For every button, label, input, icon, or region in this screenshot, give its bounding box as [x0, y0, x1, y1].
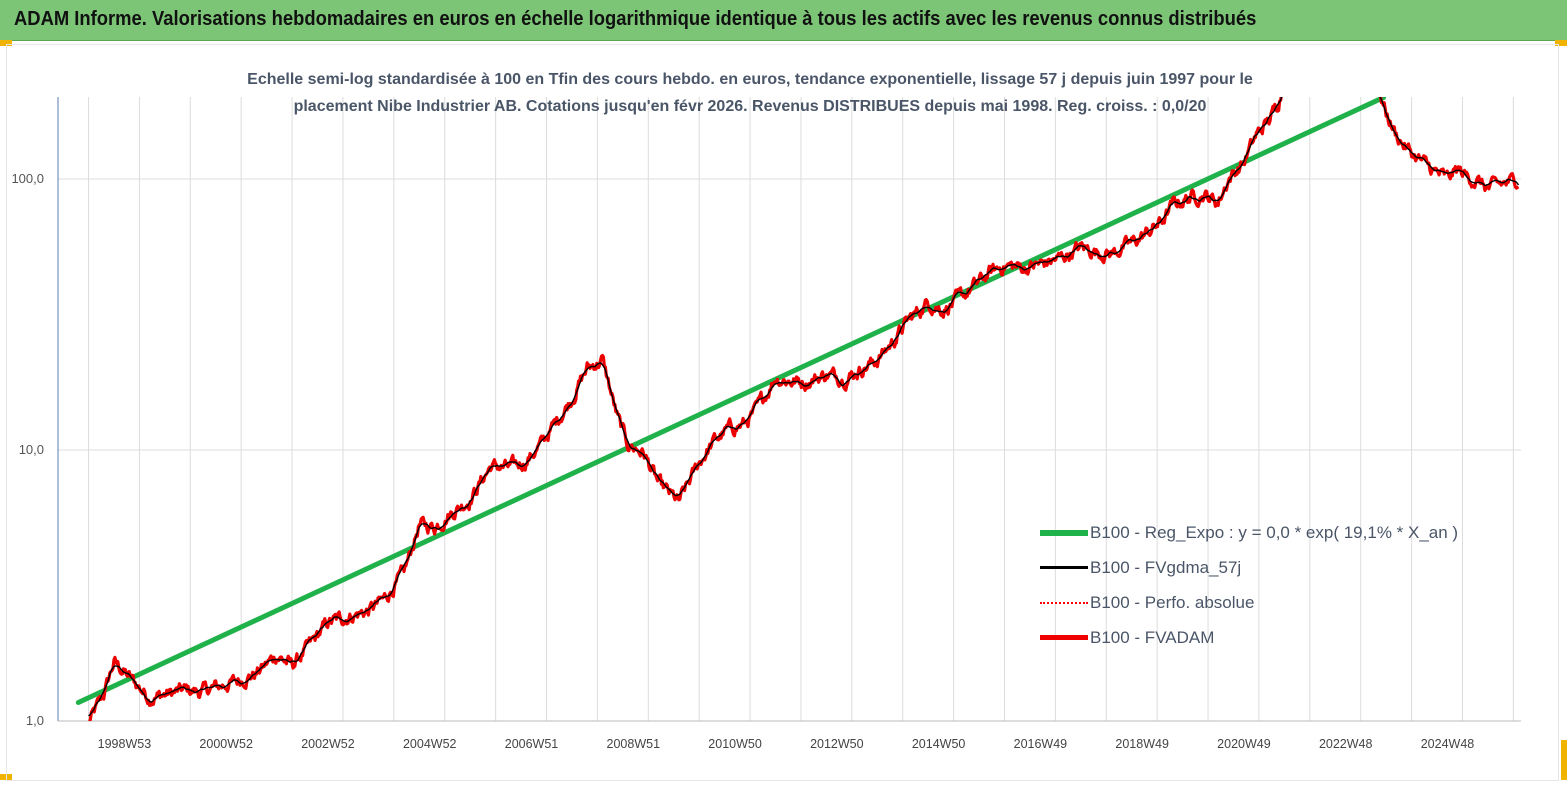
x-tick-label: 2022W48: [1319, 737, 1373, 751]
legend-item-price: B100 - FVADAM: [1040, 620, 1520, 655]
chart-subtitle-line-2: placement Nibe Industrier AB. Cotations …: [293, 98, 1207, 115]
y-tick-label: 100,0: [11, 171, 44, 186]
legend-label-smooth: B100 - FVgdma_57j: [1090, 557, 1242, 577]
price-line: [88, 97, 1520, 721]
corner-marker-top-left: [0, 40, 12, 46]
x-tick-label: 2012W50: [810, 737, 864, 751]
x-tick-label: 2016W49: [1014, 737, 1068, 751]
x-tick-label: 2002W52: [301, 737, 355, 751]
x-tick-label: 2018W49: [1115, 737, 1169, 751]
x-tick-label: 2014W50: [912, 737, 966, 751]
legend-label-perfo: B100 - Perfo. absolue: [1090, 592, 1255, 612]
x-tick-label: 2024W48: [1421, 737, 1475, 751]
x-tick-label: 2010W50: [708, 737, 762, 751]
legend-label-price: B100 - FVADAM: [1090, 627, 1215, 647]
corner-marker-top-right: [1555, 40, 1567, 46]
trend-line: [75, 97, 1387, 706]
x-tick-label: 2008W51: [607, 737, 661, 751]
legend-swatch-perfo: [1040, 601, 1088, 604]
chart-legend: B100 - Reg_Expo : y = 0,0 * exp( 19,1% *…: [1040, 515, 1520, 655]
x-tick-label: 2006W51: [505, 737, 559, 751]
x-tick-label: 2020W49: [1217, 737, 1271, 751]
x-tick-label: 2004W52: [403, 737, 457, 751]
legend-label-trend: B100 - Reg_Expo : y = 0,0 * exp( 19,1% *…: [1090, 522, 1459, 542]
legend-item-trend: B100 - Reg_Expo : y = 0,0 * exp( 19,1% *…: [1040, 515, 1520, 550]
chart-subtitle: Echelle semi-log standardisée à 100 en T…: [180, 66, 1320, 120]
report-title: ADAM Informe. Valorisations hebdomadaire…: [14, 8, 1257, 30]
y-tick-label: 1,0: [26, 713, 44, 728]
legend-item-smooth: B100 - FVgdma_57j: [1040, 550, 1520, 585]
legend-swatch-smooth: [1040, 566, 1088, 569]
x-tick-label: 1998W53: [98, 737, 152, 751]
x-tick-label: 2000W52: [199, 737, 253, 751]
header-banner: ADAM Informe. Valorisations hebdomadaire…: [0, 0, 1567, 41]
corner-marker-bottom-right: [1561, 740, 1567, 780]
y-tick-label: 10,0: [19, 442, 44, 457]
smooth-line: [88, 97, 1520, 717]
legend-swatch-trend: [1040, 529, 1088, 536]
chart-subtitle-line-1: Echelle semi-log standardisée à 100 en T…: [247, 71, 1253, 88]
legend-swatch-price: [1040, 635, 1088, 640]
chart-frame: [6, 44, 1559, 781]
legend-item-perfo: B100 - Perfo. absolue: [1040, 585, 1520, 620]
